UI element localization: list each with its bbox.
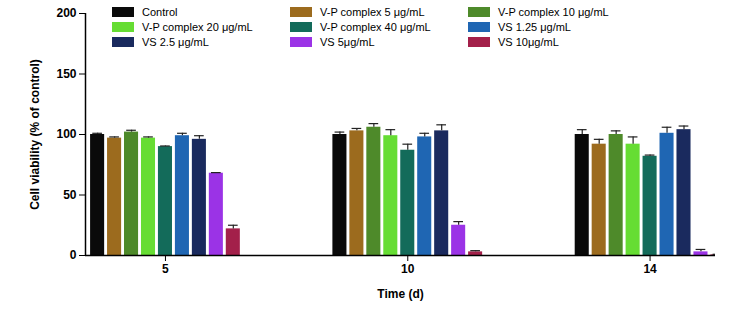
html-text:Control: Control <box>142 6 178 18</box>
svg-text:200: 200 <box>56 6 76 20</box>
html-text:VS 1.25 μg/mL: VS 1.25 μg/mL <box>498 21 571 33</box>
html-text:V-P complex 40 μg/mL: V-P complex 40 μg/mL <box>320 21 431 33</box>
svg-text:5: 5 <box>162 262 169 276</box>
html-text:VS 5μg/mL: VS 5μg/mL <box>320 36 375 48</box>
svg-text:150: 150 <box>56 67 76 81</box>
svg-text:0: 0 <box>70 248 77 262</box>
svg-text:10: 10 <box>401 262 415 276</box>
svg-text:100: 100 <box>56 127 76 141</box>
html-text:V-P complex 10 μg/mL: V-P complex 10 μg/mL <box>498 6 609 18</box>
html-text:VS 2.5 μg/mL: VS 2.5 μg/mL <box>142 36 209 48</box>
svg-text:Time (d): Time (d) <box>377 287 423 301</box>
svg-text:50: 50 <box>63 188 77 202</box>
svg-text:Cell viability (% of control): Cell viability (% of control) <box>28 59 42 210</box>
html-text:VS 10μg/mL: VS 10μg/mL <box>498 36 559 48</box>
html-text:V-P complex 20 μg/mL: V-P complex 20 μg/mL <box>142 21 253 33</box>
html-text:V-P complex 5 μg/mL: V-P complex 5 μg/mL <box>320 6 425 18</box>
svg-text:14: 14 <box>643 262 657 276</box>
